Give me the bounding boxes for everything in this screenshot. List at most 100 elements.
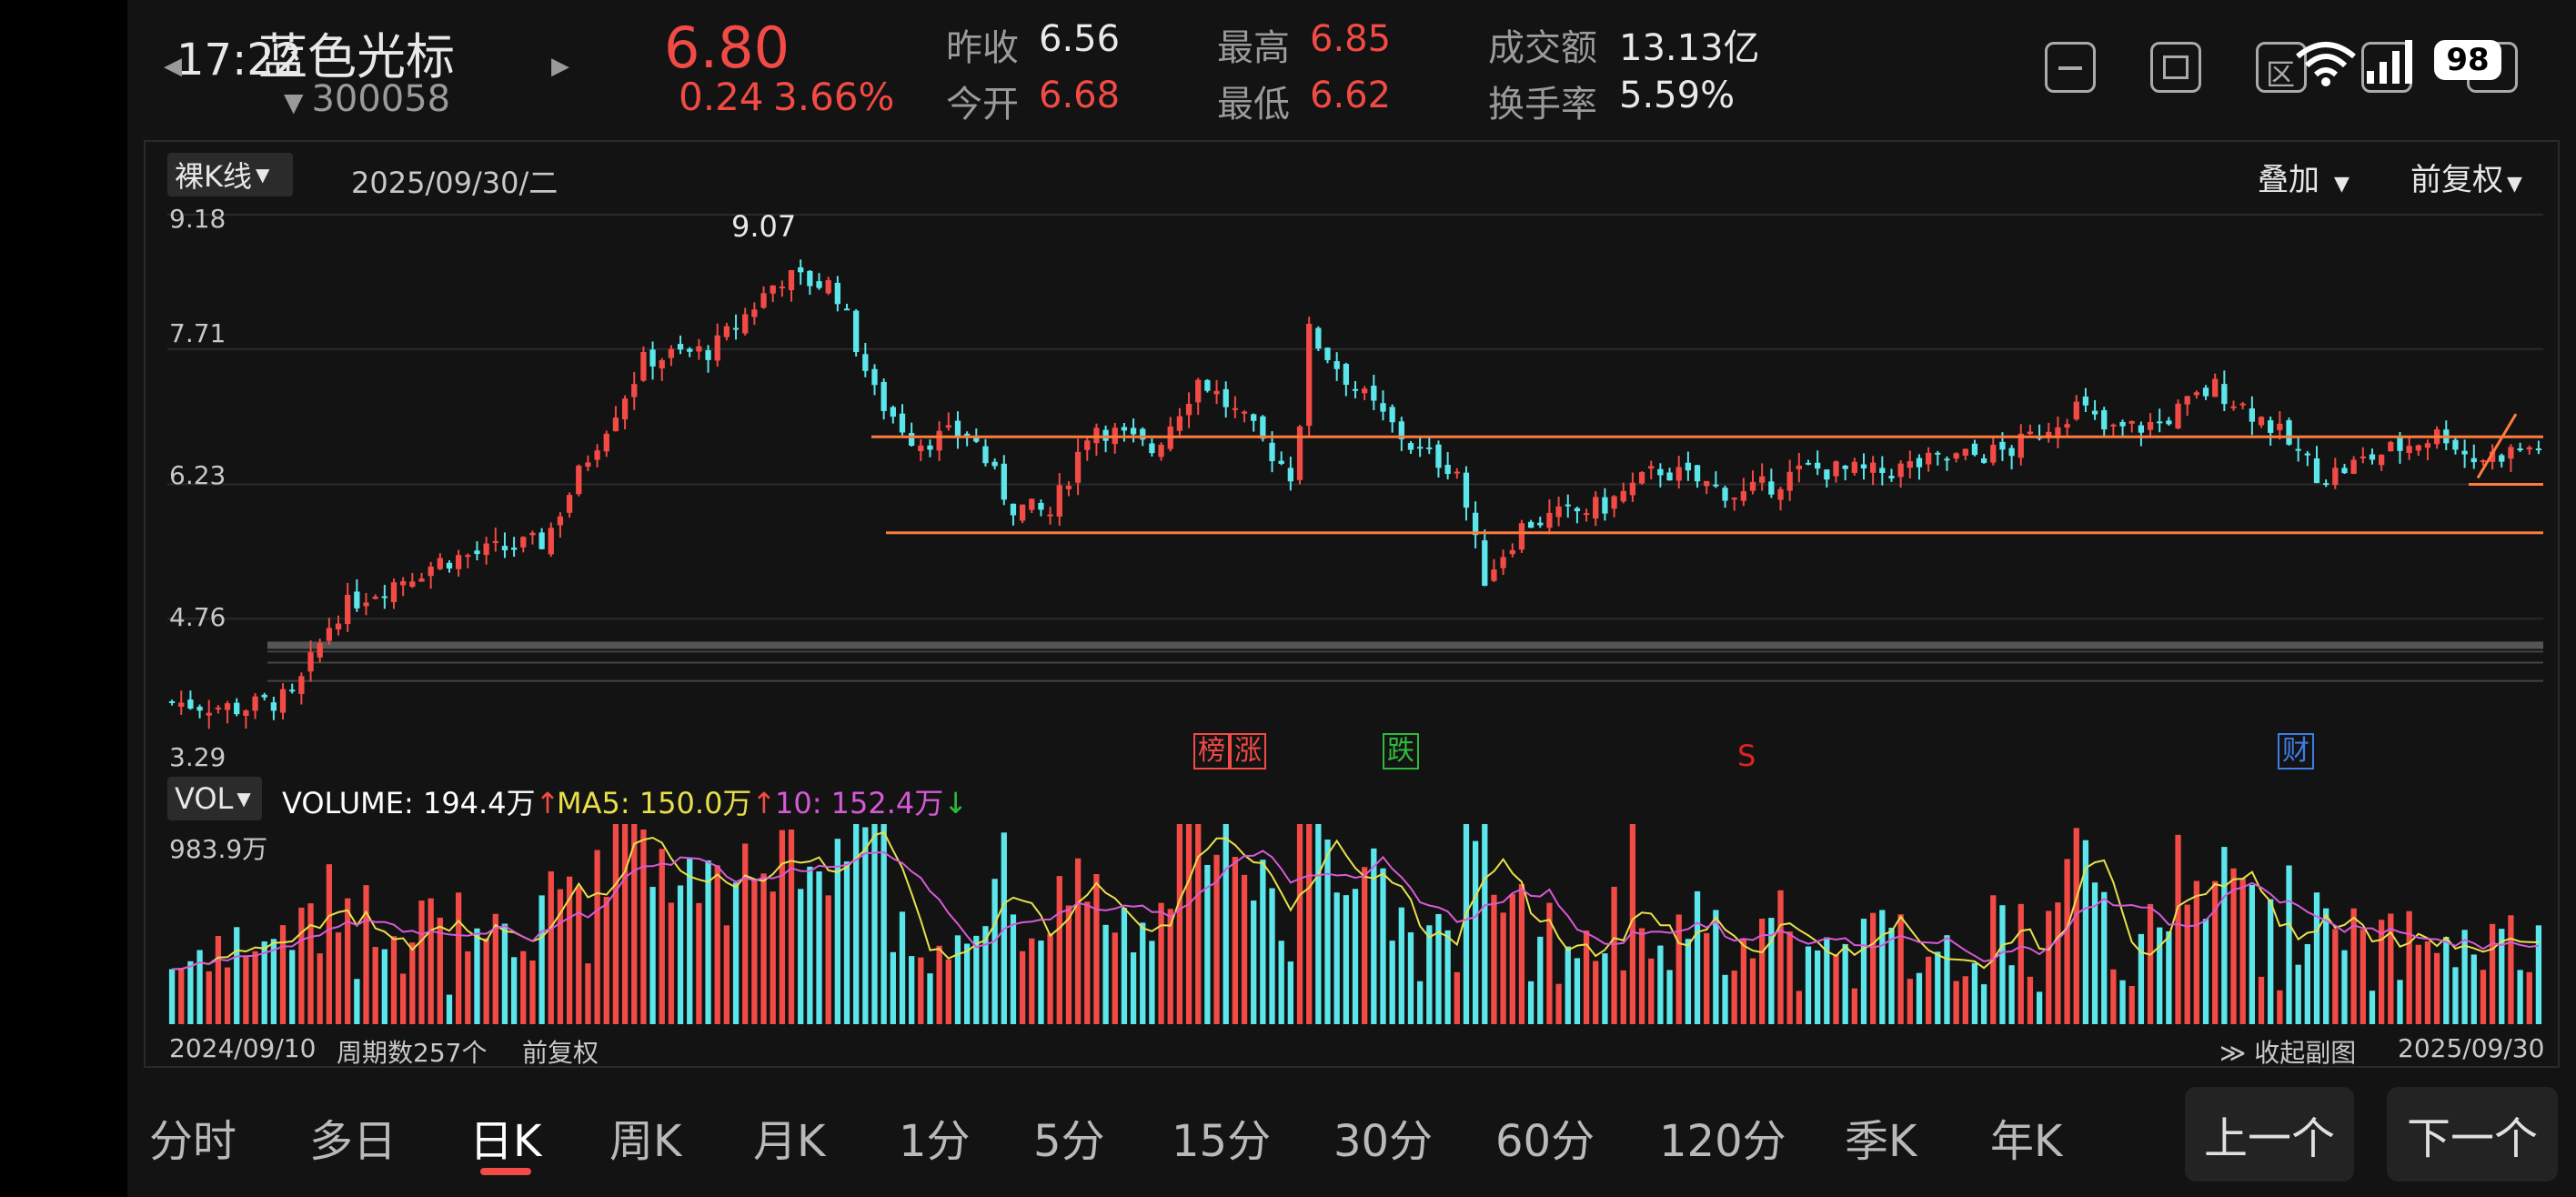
- volume-bar: [880, 824, 887, 1024]
- candle-body: [224, 703, 231, 710]
- volume-bar: [1260, 860, 1266, 1024]
- volume-bar: [2082, 840, 2089, 1024]
- candle-body: [1269, 442, 1275, 461]
- volume-bar: [705, 860, 711, 1024]
- candle-body: [1371, 386, 1377, 401]
- candle-body: [1029, 498, 1035, 510]
- volume-bar: [289, 950, 296, 1024]
- prev-stock-arrow-icon[interactable]: ◀: [164, 53, 182, 80]
- dropdown-icon: ▼: [2334, 173, 2350, 196]
- tab-monthly[interactable]: 月K: [753, 1116, 826, 1167]
- candle-body: [1398, 421, 1404, 439]
- volume-bar: [2138, 933, 2145, 1024]
- volume-bar: [2027, 976, 2034, 1024]
- candle-body: [2461, 450, 2468, 455]
- next-stock-arrow-icon[interactable]: ▶: [551, 53, 569, 80]
- prev-close-value: 6.56: [1039, 18, 1121, 60]
- marker-finance[interactable]: 财: [2278, 733, 2314, 770]
- region-icon[interactable]: 区: [2256, 42, 2307, 93]
- volume-bar: [1509, 893, 1515, 1024]
- volume-bar: [973, 935, 980, 1024]
- overlay-selector[interactable]: 叠加 ▼: [2258, 155, 2350, 199]
- collapse-subchart-button[interactable]: ≫ 收起副图: [2219, 1033, 2356, 1070]
- volume-bar: [1185, 824, 1192, 1024]
- candle-body: [187, 699, 194, 709]
- candle-body: [1149, 443, 1155, 454]
- candle-body: [289, 689, 296, 692]
- candle-body: [2424, 443, 2431, 448]
- volume-bar: [1482, 824, 1488, 1024]
- tab-120min[interactable]: 120分: [1659, 1116, 1786, 1167]
- volume-bar: [1935, 951, 1941, 1024]
- volume-bar: [982, 926, 989, 1024]
- candle-body: [779, 286, 786, 288]
- volume-indicator-selector[interactable]: VOL ▼: [167, 777, 262, 820]
- marker-rank[interactable]: 榜: [1193, 733, 1230, 770]
- candle-body: [1638, 472, 1645, 484]
- volume-bar: [1897, 914, 1904, 1024]
- candle-body: [1315, 327, 1322, 349]
- candle-body: [807, 270, 813, 287]
- volume-bar: [345, 898, 351, 1024]
- marker-fall[interactable]: 跌: [1383, 733, 1419, 770]
- marker-s[interactable]: S: [1737, 739, 1756, 773]
- volume-bar: [1435, 913, 1442, 1024]
- volume-bar: [1648, 958, 1655, 1024]
- volume-bar: [548, 870, 554, 1024]
- turnover-rate-value: 5.59%: [1619, 75, 1736, 116]
- tab-60min[interactable]: 60分: [1495, 1116, 1595, 1167]
- volume-bar: [788, 830, 795, 1024]
- volume-bar: [1675, 914, 1682, 1024]
- tab-multiday[interactable]: 多日: [309, 1116, 397, 1167]
- ma5-line: [172, 830, 2539, 971]
- candle-body: [2157, 421, 2163, 424]
- candle-body: [1195, 379, 1202, 403]
- tab-yearly[interactable]: 年K: [1990, 1116, 2063, 1167]
- tab-weekly[interactable]: 周K: [609, 1116, 682, 1167]
- candle-body: [307, 652, 314, 672]
- volume-bar: [1879, 910, 1886, 1024]
- marker-rise[interactable]: 涨: [1230, 733, 1266, 770]
- next-stock-button[interactable]: 下一个: [2387, 1087, 2558, 1182]
- volume-bar: [1047, 933, 1053, 1024]
- minimize-icon[interactable]: [2045, 42, 2096, 93]
- prev-stock-button[interactable]: 上一个: [2185, 1087, 2354, 1182]
- tab-1min[interactable]: 1分: [899, 1116, 971, 1167]
- candle-body: [843, 308, 850, 311]
- candle-body: [687, 348, 693, 352]
- kline-type-selector[interactable]: 裸K线 ▼: [167, 153, 293, 196]
- candle-body: [1666, 472, 1673, 481]
- volume-bar: [1232, 857, 1239, 1024]
- volume-bar: [2295, 964, 2301, 1024]
- volume-chart[interactable]: [167, 819, 2543, 1026]
- tab-15min[interactable]: 15分: [1172, 1116, 1272, 1167]
- up-arrow-icon: ↑: [535, 786, 560, 820]
- volume-bar: [2397, 980, 2403, 1024]
- candle-body: [1333, 361, 1340, 369]
- volume-bar: [1010, 914, 1017, 1024]
- tab-daily[interactable]: 日K: [469, 1116, 542, 1167]
- volume-bar: [899, 911, 906, 1024]
- candle-body: [705, 350, 711, 360]
- adjust-selector[interactable]: 前复权 ▼: [2410, 155, 2522, 199]
- candle-body: [899, 413, 906, 433]
- volume-bar: [483, 938, 489, 1024]
- kline-type-label: 裸K线: [175, 159, 252, 194]
- candlestick-chart[interactable]: [167, 206, 2543, 771]
- volume-bar: [224, 967, 231, 1024]
- tab-intraday[interactable]: 分时: [149, 1116, 237, 1167]
- price-axis-label: 4.76: [169, 602, 226, 632]
- candle-body: [1296, 426, 1303, 480]
- volume-bar: [279, 925, 287, 1024]
- candle-body: [1694, 465, 1701, 482]
- candle-body: [2517, 448, 2523, 451]
- tab-quarterly[interactable]: 季K: [1845, 1116, 1917, 1167]
- stock-code-row[interactable]: ▼ 300058: [284, 78, 450, 120]
- tab-30min[interactable]: 30分: [1333, 1116, 1434, 1167]
- candle-body: [1260, 416, 1266, 439]
- volume-bar: [1324, 839, 1331, 1024]
- tab-5min[interactable]: 5分: [1033, 1116, 1105, 1167]
- volume-bar: [594, 850, 600, 1024]
- dropdown-icon: ▼: [236, 788, 251, 810]
- fullscreen-icon[interactable]: [2150, 42, 2201, 93]
